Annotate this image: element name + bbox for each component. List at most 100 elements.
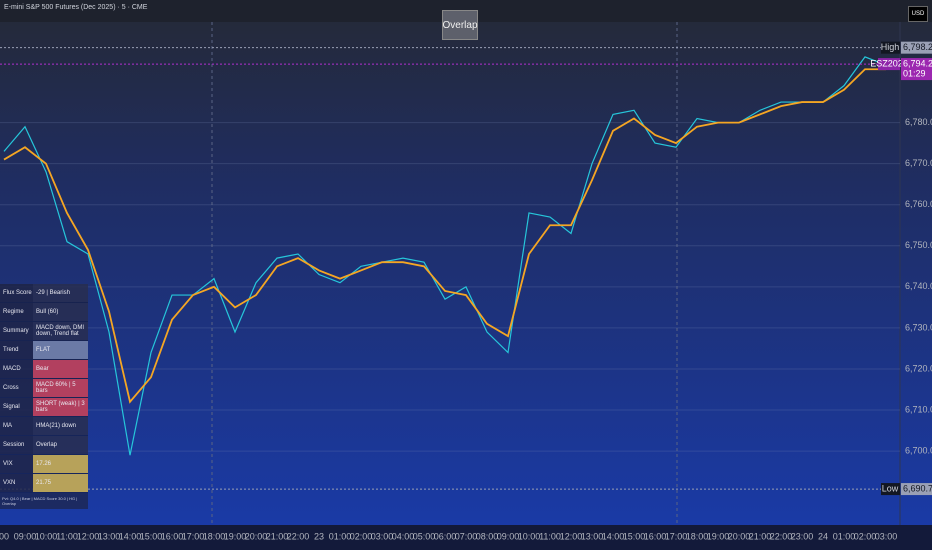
x-tick-label: 07:00 xyxy=(455,531,478,541)
row-value: 17.26 xyxy=(33,455,88,473)
low-name: Low xyxy=(882,483,899,493)
x-tick-label: 09:00 xyxy=(497,531,520,541)
y-tick-label: 6,730.00 xyxy=(905,322,932,332)
x-tick-label: 20:00 xyxy=(728,531,751,541)
high-price: 6,798.25 xyxy=(903,42,932,52)
y-tick-label: 6,780.00 xyxy=(905,117,932,127)
x-tick-label: 16:00 xyxy=(161,531,184,541)
x-tick-label: 20:00 xyxy=(245,531,268,541)
x-tick-label: 24 xyxy=(818,531,828,541)
row-label: Signal xyxy=(0,398,33,416)
x-tick-label: 17:00 xyxy=(665,531,688,541)
row-value: Bull (60) xyxy=(33,303,88,321)
row-label: Trend xyxy=(0,341,33,359)
x-tick-label: 22:00 xyxy=(770,531,793,541)
low-price: 6,690.75 xyxy=(903,483,932,493)
x-tick-label: 04:00 xyxy=(392,531,415,541)
dashboard-row: Session Overlap xyxy=(0,436,88,455)
x-tick-label: 11:00 xyxy=(539,531,561,541)
row-value: MACD 60% | 5 bars xyxy=(33,379,88,397)
low-price-tag xyxy=(901,483,932,496)
x-tick-label: 05:00 xyxy=(413,531,436,541)
currency-button[interactable]: USD xyxy=(908,6,928,22)
row-label: VIX xyxy=(0,455,33,473)
x-tick-label: 12:00 xyxy=(560,531,583,541)
row-label: Regime xyxy=(0,303,33,321)
y-tick-label: 6,760.00 xyxy=(905,199,932,209)
x-tick-label: 14:00 xyxy=(119,531,142,541)
dashboard-row: MACD Bear xyxy=(0,360,88,379)
x-tick-label: 19:00 xyxy=(224,531,247,541)
dashboard-footer: Pvt: Q4.0 | Bear | MACD Score 30.0 | HG … xyxy=(0,493,88,509)
price-line xyxy=(3,68,886,404)
x-tick-label: 01:00 xyxy=(833,531,856,541)
row-label: Flux Score xyxy=(0,284,33,302)
plot-background xyxy=(0,0,932,525)
x-tick-label: 21:00 xyxy=(266,531,289,541)
dashboard-row: Flux Score -29 | Bearish xyxy=(0,284,88,303)
x-tick-label: 15:00 xyxy=(623,531,646,541)
row-label: MA xyxy=(0,417,33,435)
row-value: SHORT (weak) | 3 bars xyxy=(33,398,88,416)
x-tick-label: 23 xyxy=(314,531,324,541)
x-tick-label: 03:00 xyxy=(371,531,394,541)
x-tick-label: 22:00 xyxy=(287,531,310,541)
x-tick-label: 12:00 xyxy=(77,531,100,541)
row-value: MACD down, DMI down, Trend flat xyxy=(33,322,88,340)
row-value: Bear xyxy=(33,360,88,378)
x-tick-label: 13:00 xyxy=(98,531,121,541)
x-tick-label: 18:00 xyxy=(203,531,226,541)
dashboard-row: Trend FLAT xyxy=(0,341,88,360)
row-value: HMA(21) down xyxy=(33,417,88,435)
x-tick-label: 08:00 xyxy=(476,531,499,541)
dashboard-row: VXN 21.75 xyxy=(0,474,88,493)
last-name: ESZ2025 xyxy=(870,58,908,68)
x-tick-label: 11:00 xyxy=(56,531,78,541)
row-value: FLAT xyxy=(33,341,88,359)
dashboard-row: Signal SHORT (weak) | 3 bars xyxy=(0,398,88,417)
x-tick-label: 14:00 xyxy=(602,531,625,541)
x-tick-label: 02:00 xyxy=(350,531,373,541)
low-tag xyxy=(881,483,900,496)
row-value: -29 | Bearish xyxy=(33,284,88,302)
x-tick-label: 13:00 xyxy=(581,531,604,541)
y-tick-label: 6,700.00 xyxy=(905,445,932,455)
dashboard-table: Flux Score -29 | Bearish Regime Bull (60) Su… xyxy=(0,284,88,509)
row-label: Summary xyxy=(0,322,33,340)
x-tick-label: 09:00 xyxy=(14,531,37,541)
row-label: Session xyxy=(0,436,33,454)
row-value: Overlap xyxy=(33,436,88,454)
y-tick-label: 6,740.00 xyxy=(905,281,932,291)
x-tick-label: 00 xyxy=(0,531,9,541)
dashboard-row: Cross MACD 60% | 5 bars xyxy=(0,379,88,398)
x-tick-label: 02:00 xyxy=(854,531,877,541)
dashboard-row: VIX 17.26 xyxy=(0,455,88,474)
x-tick-label: 15:00 xyxy=(140,531,163,541)
high-tag xyxy=(881,41,900,54)
dashboard-row: Regime Bull (60) xyxy=(0,303,88,322)
countdown: 01:29 xyxy=(903,68,926,78)
session-button[interactable]: Overlap xyxy=(442,10,478,40)
x-tick-label: 23:00 xyxy=(791,531,814,541)
symbol-title: E-mini S&P 500 Futures (Dec 2025) · 5 · … xyxy=(4,4,148,11)
x-tick-label: 17:00 xyxy=(182,531,205,541)
row-label: Cross xyxy=(0,379,33,397)
last-price: 6,794.25 xyxy=(903,58,932,68)
y-tick-label: 6,720.00 xyxy=(905,363,932,373)
high-name: High xyxy=(881,42,900,52)
y-tick-label: 6,710.00 xyxy=(905,404,932,414)
dashboard-row: Summary MACD down, DMI down, Trend flat xyxy=(0,322,88,341)
y-tick-label: 6,750.00 xyxy=(905,240,932,250)
x-tick-label: 16:00 xyxy=(644,531,667,541)
high-price-tag xyxy=(901,41,932,54)
x-tick-label: 06:00 xyxy=(434,531,457,541)
x-axis-bar xyxy=(0,525,932,550)
x-tick-label: 10:00 xyxy=(35,531,58,541)
row-value: 21.75 xyxy=(33,474,88,492)
x-tick-label: 10:00 xyxy=(518,531,541,541)
x-tick-label: 21:00 xyxy=(749,531,772,541)
x-tick-label: 19:00 xyxy=(707,531,730,541)
last-price-tag xyxy=(901,58,932,81)
